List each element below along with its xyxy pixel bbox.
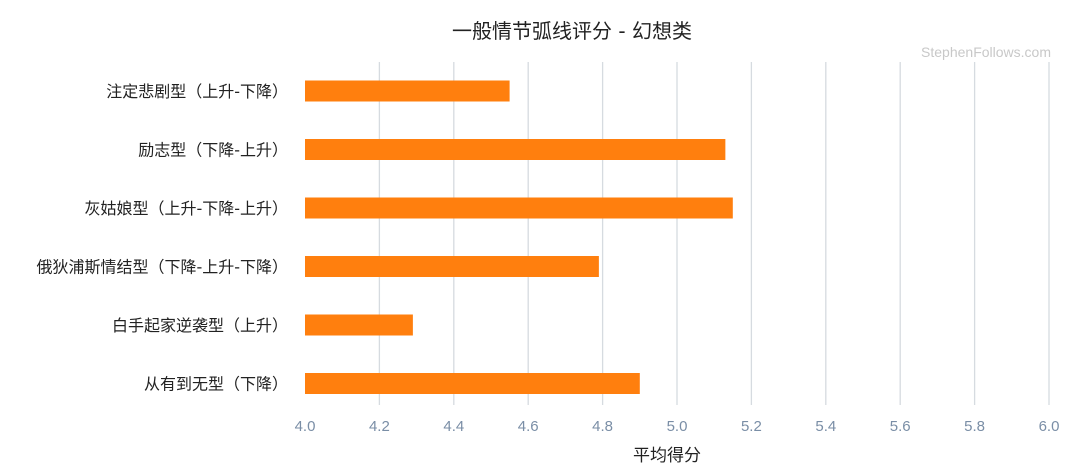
category-label: 励志型（下降-上升） — [138, 141, 288, 160]
watermark: StephenFollows.com — [921, 44, 1051, 60]
x-tick-label: 4.6 — [518, 418, 539, 435]
x-tick-label: 5.2 — [741, 418, 762, 435]
bar — [305, 139, 726, 160]
bar — [305, 373, 640, 394]
category-label: 灰姑娘型（上升-下降-上升） — [84, 199, 288, 218]
x-tick-label: 4.2 — [369, 418, 390, 435]
x-axis-label: 平均得分 — [633, 446, 701, 466]
bar — [305, 80, 510, 102]
bar — [305, 314, 413, 336]
category-label: 白手起家逆袭型（上升） — [112, 316, 288, 335]
bar — [305, 197, 733, 219]
category-labels: 注定悲剧型（上升-下降） 励志型（下降-上升） 灰姑娘型（上升-下降-上升） 俄狄浦斯… — [36, 82, 288, 394]
x-tick-label: 5.0 — [667, 418, 688, 435]
x-tick-label: 4.8 — [592, 418, 613, 435]
x-tick-labels: 4.0 4.2 4.4 4.6 4.8 5.0 5.2 5.4 5.6 5.8 6.0 — [295, 418, 1060, 435]
x-tick-label: 5.4 — [815, 418, 836, 435]
x-tick-label: 5.6 — [890, 418, 911, 435]
category-label: 注定悲剧型（上升-下降） — [106, 82, 288, 101]
category-label: 俄狄浦斯情结型（下降-上升-下降） — [36, 258, 288, 277]
category-label: 从有到无型（下降） — [144, 375, 288, 394]
x-tick-label: 5.8 — [964, 418, 985, 435]
x-tick-label: 4.0 — [295, 418, 316, 435]
x-tick-label: 6.0 — [1039, 418, 1060, 435]
grid-lines — [378, 62, 1050, 405]
bar — [305, 256, 599, 277]
bars — [305, 80, 733, 394]
x-tick-label: 4.4 — [443, 418, 464, 435]
chart-title: 一般情节弧线评分 - 幻想类 — [452, 19, 692, 43]
